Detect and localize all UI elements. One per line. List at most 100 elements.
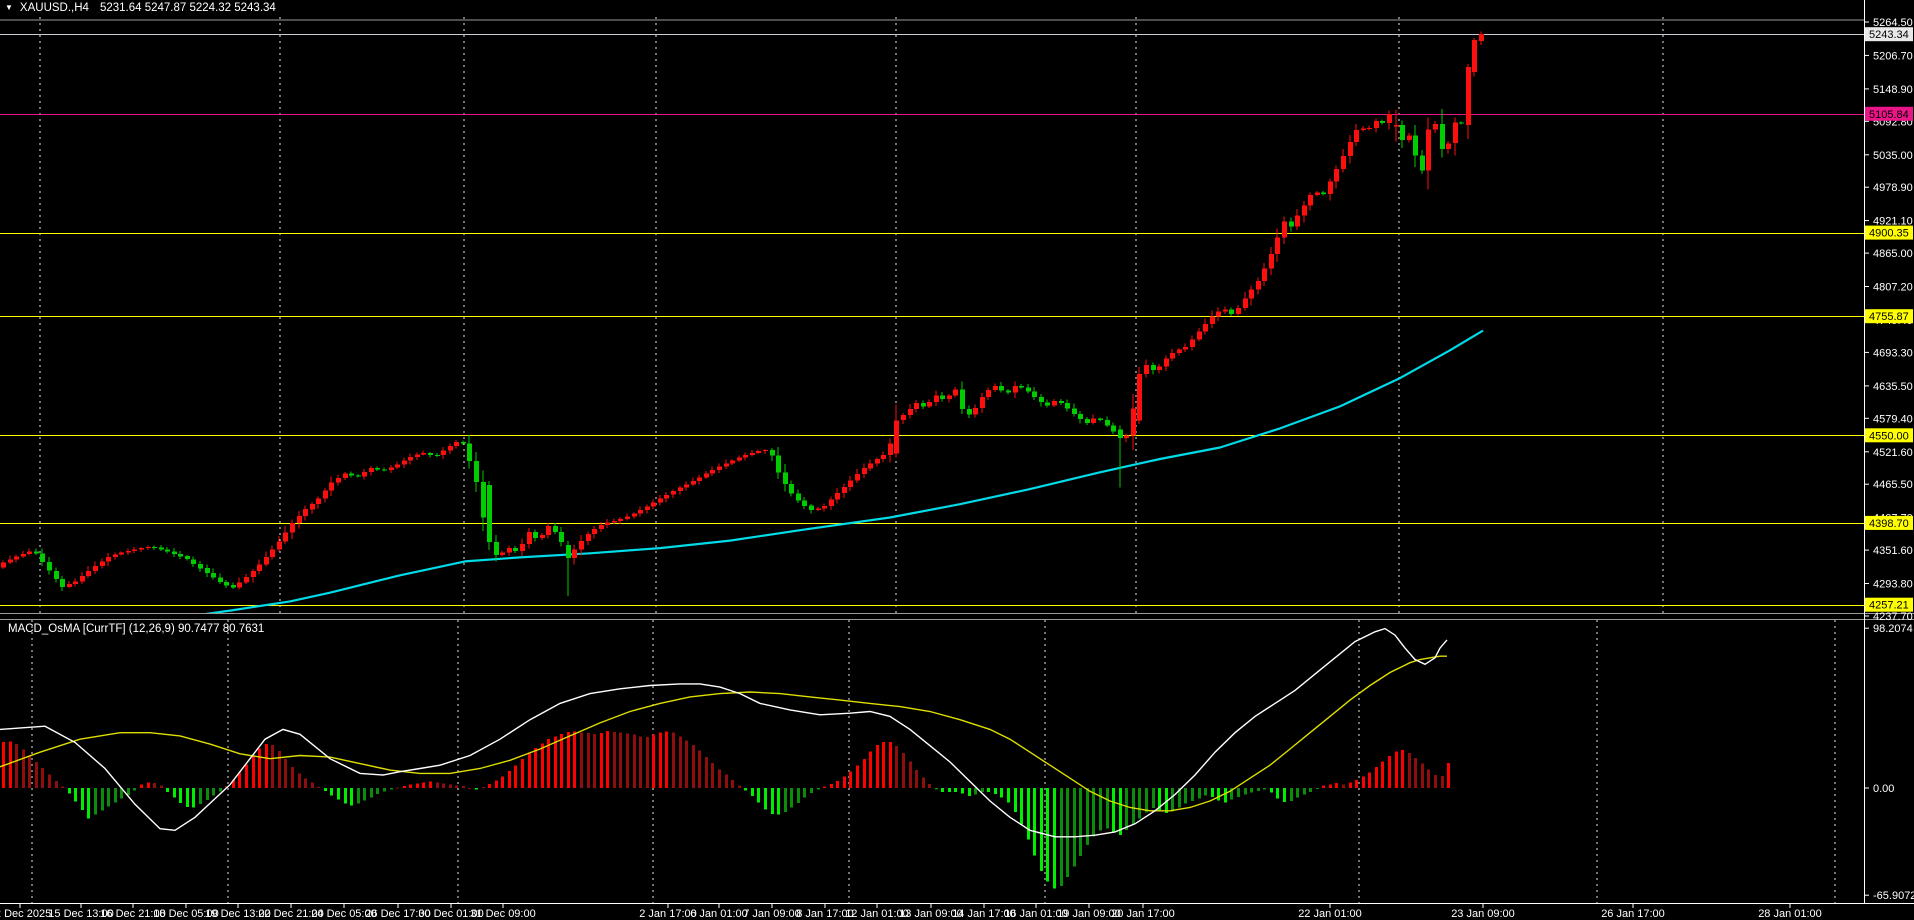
macd-histogram-bar [830,784,833,788]
macd-histogram-bar [409,784,412,788]
macd-histogram-bar [836,781,839,788]
candle-up [1131,408,1136,436]
time-tick-label: 12 Jan 01:00 [845,908,909,920]
macd-histogram-bar [271,745,274,788]
macd-histogram-bar [587,733,590,788]
price-tag [1865,428,1913,443]
macd-histogram-bar [429,781,432,788]
candle-down [172,551,177,554]
candle-up [316,498,321,504]
macd-histogram-bar [1178,788,1181,808]
macd-histogram-bar [330,788,333,796]
macd-histogram-bar [646,736,649,788]
macd-histogram-bar [1290,788,1293,802]
price-axis[interactable]: 5264.505206.705148.905092.805035.004978.… [1864,0,1914,903]
macd-histogram-bar [22,749,25,788]
candle-down [1105,420,1110,426]
macd-histogram-bar [856,765,859,788]
macd-histogram-bar [232,779,235,788]
candle-down [1065,403,1070,409]
macd-histogram-bar [1171,788,1174,812]
candle-up [737,457,742,461]
candle-down [1229,309,1234,314]
candle-down [40,553,45,563]
candle-up [1256,281,1261,290]
candle-down [198,563,203,569]
macd-histogram-bar [1355,779,1358,788]
macd-histogram-bar [626,733,629,788]
macd-histogram-bar [961,788,964,794]
candle-down [1118,429,1123,439]
macd-histogram-bar [672,732,675,788]
candle-down [1032,391,1037,397]
candle-up [1308,195,1313,206]
candle-up [448,445,453,451]
macd-histogram-bar [383,788,386,792]
macd-panel[interactable] [0,620,1836,903]
candle-up [756,451,761,453]
candle-up [139,548,144,550]
candle-up [973,407,978,415]
macd-histogram-bar [1073,788,1076,867]
price-tick-label: 5264.50 [1873,17,1913,29]
price-tick-label: 5035.00 [1873,150,1913,162]
macd-histogram-bar [284,758,287,788]
price-tag-label: 5243.34 [1869,29,1909,41]
candle-down [191,559,196,564]
macd-histogram-bar [68,788,71,794]
macd-histogram-bar [954,788,957,792]
macd-histogram-bar [1263,788,1266,790]
candle-down [461,441,466,444]
candle-down [60,578,65,587]
time-tick-label: 26 Dec 17:00 [365,908,430,920]
time-tick-label: 31 Dec 09:00 [470,908,535,920]
macd-histogram-bar [160,785,163,788]
candle-down [1380,121,1385,124]
candle-down [940,395,945,400]
candle-down [211,572,216,578]
candle-up [277,541,282,550]
candle-down [1400,125,1405,140]
candle-down [1019,385,1024,388]
macd-histogram-bar [738,785,741,788]
macd-histogram-bar [1053,788,1056,889]
time-tick-label: 16 Jan 01:00 [1004,908,1068,920]
candle-down [776,455,781,473]
macd-histogram-bar [1027,788,1030,840]
macd-histogram-bar [751,788,754,796]
candle-up [1446,143,1451,150]
macd-histogram-bar [390,788,393,790]
macd-histogram-bar [744,788,747,791]
candle-down [999,386,1004,391]
macd-histogram-bar [1191,788,1194,801]
macd-histogram-bar [1132,788,1135,825]
symbol-dropdown-icon[interactable]: ▼ [5,3,13,12]
price-tick-label: 5148.90 [1873,84,1913,96]
candle-down [513,547,518,551]
macd-histogram-bar [133,788,136,791]
macd-histogram-bar [245,764,248,788]
price-tick-label: 4521.60 [1873,447,1913,459]
candle-up [658,498,663,503]
candle-down [566,545,571,558]
candle-up [1453,122,1458,144]
macd-histogram-bar [797,788,800,803]
macd-histogram-bar [1421,763,1424,788]
macd-histogram-bar [357,788,360,804]
main-chart-area[interactable] [0,4,1880,619]
macd-histogram-bar [81,788,84,811]
candle-up [343,473,348,478]
macd-histogram-bar [1441,776,1444,788]
macd-histogram-bar [1309,788,1312,792]
macd-histogram-bar [15,744,18,788]
candle-up [546,525,551,536]
candle-up [697,477,702,482]
macd-histogram-bar [560,733,563,788]
macd-histogram-bar [547,739,550,788]
candle-up [8,559,13,563]
candle-up [67,584,72,587]
candle-up [1426,129,1431,171]
time-tick-label: 6 Jan 01:00 [690,908,748,920]
